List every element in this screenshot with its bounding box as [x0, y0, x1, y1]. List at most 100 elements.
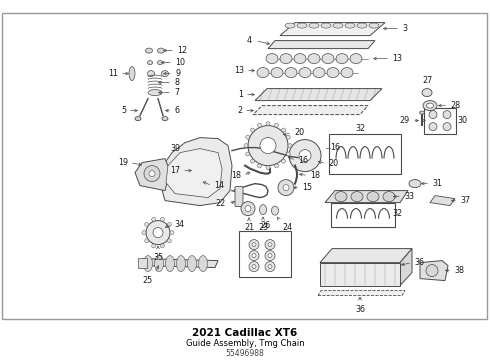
Circle shape	[268, 253, 272, 258]
Circle shape	[288, 144, 292, 148]
Ellipse shape	[335, 192, 347, 202]
Ellipse shape	[147, 60, 152, 64]
Ellipse shape	[144, 256, 152, 271]
Text: 2: 2	[237, 106, 242, 115]
Circle shape	[145, 239, 148, 243]
Circle shape	[265, 262, 275, 271]
Text: 29: 29	[400, 116, 410, 125]
Ellipse shape	[345, 23, 355, 28]
Polygon shape	[255, 89, 382, 100]
Ellipse shape	[297, 23, 307, 28]
Ellipse shape	[341, 68, 353, 78]
Ellipse shape	[423, 100, 437, 111]
Circle shape	[268, 265, 272, 269]
Circle shape	[268, 243, 272, 247]
Circle shape	[248, 126, 288, 166]
Text: 4: 4	[247, 36, 252, 45]
Ellipse shape	[154, 256, 164, 271]
Text: 6: 6	[174, 106, 179, 115]
Circle shape	[160, 244, 164, 248]
Ellipse shape	[409, 180, 421, 188]
Ellipse shape	[157, 48, 165, 53]
Circle shape	[153, 228, 163, 238]
Circle shape	[160, 217, 164, 221]
Circle shape	[167, 239, 171, 243]
Ellipse shape	[426, 103, 434, 108]
Circle shape	[266, 122, 270, 126]
Text: 17: 17	[170, 166, 180, 175]
Text: 32: 32	[355, 123, 365, 132]
Ellipse shape	[129, 67, 135, 81]
Ellipse shape	[162, 117, 168, 121]
Ellipse shape	[135, 117, 141, 121]
Ellipse shape	[369, 23, 379, 28]
Ellipse shape	[280, 54, 292, 64]
FancyBboxPatch shape	[138, 258, 147, 268]
Ellipse shape	[299, 68, 311, 78]
Circle shape	[258, 123, 262, 127]
Text: 34: 34	[174, 220, 184, 229]
Text: 21: 21	[244, 222, 254, 231]
Ellipse shape	[327, 68, 339, 78]
Ellipse shape	[350, 54, 362, 64]
Ellipse shape	[313, 68, 325, 78]
Ellipse shape	[148, 90, 162, 96]
Text: 27: 27	[422, 76, 432, 85]
Circle shape	[443, 111, 451, 118]
Circle shape	[149, 171, 155, 177]
Ellipse shape	[162, 71, 169, 77]
Text: 9: 9	[175, 69, 180, 78]
Text: 18: 18	[231, 171, 241, 180]
FancyBboxPatch shape	[239, 231, 291, 276]
Circle shape	[145, 222, 148, 226]
Ellipse shape	[422, 89, 432, 96]
Ellipse shape	[260, 204, 267, 215]
Text: 18: 18	[310, 171, 320, 180]
Text: 11: 11	[108, 69, 118, 78]
Ellipse shape	[383, 192, 395, 202]
Circle shape	[146, 221, 170, 244]
Polygon shape	[253, 105, 368, 114]
Text: 35: 35	[153, 253, 163, 262]
Polygon shape	[166, 149, 222, 198]
Text: 39: 39	[170, 144, 180, 153]
Text: 15: 15	[302, 183, 312, 192]
Text: 24: 24	[282, 222, 292, 231]
Polygon shape	[135, 159, 170, 190]
Polygon shape	[140, 258, 218, 267]
Circle shape	[249, 251, 259, 261]
Ellipse shape	[321, 23, 331, 28]
Text: 33: 33	[404, 192, 414, 201]
Text: 37: 37	[460, 196, 470, 205]
Text: 7: 7	[174, 88, 179, 97]
Ellipse shape	[176, 256, 186, 271]
Polygon shape	[400, 249, 412, 285]
Circle shape	[258, 164, 262, 168]
Circle shape	[142, 231, 146, 235]
Ellipse shape	[166, 256, 174, 271]
Circle shape	[252, 253, 256, 258]
Polygon shape	[325, 190, 408, 203]
Circle shape	[250, 159, 254, 163]
Ellipse shape	[285, 23, 295, 28]
Circle shape	[249, 240, 259, 249]
Text: 14: 14	[214, 181, 224, 190]
Circle shape	[265, 240, 275, 249]
Text: 25: 25	[143, 276, 153, 285]
Text: 2021 Cadillac XT6: 2021 Cadillac XT6	[193, 328, 297, 338]
Text: 20: 20	[294, 128, 304, 137]
Polygon shape	[320, 249, 412, 262]
Ellipse shape	[308, 54, 320, 64]
Circle shape	[144, 166, 160, 181]
Ellipse shape	[266, 54, 278, 64]
Ellipse shape	[147, 71, 154, 77]
Circle shape	[278, 180, 294, 195]
Text: 23: 23	[258, 222, 268, 231]
Circle shape	[274, 164, 278, 168]
FancyBboxPatch shape	[235, 186, 243, 207]
Ellipse shape	[351, 192, 363, 202]
Circle shape	[429, 123, 437, 131]
Text: 32: 32	[392, 209, 402, 218]
Text: 13: 13	[234, 66, 244, 75]
Text: 16: 16	[330, 143, 340, 152]
